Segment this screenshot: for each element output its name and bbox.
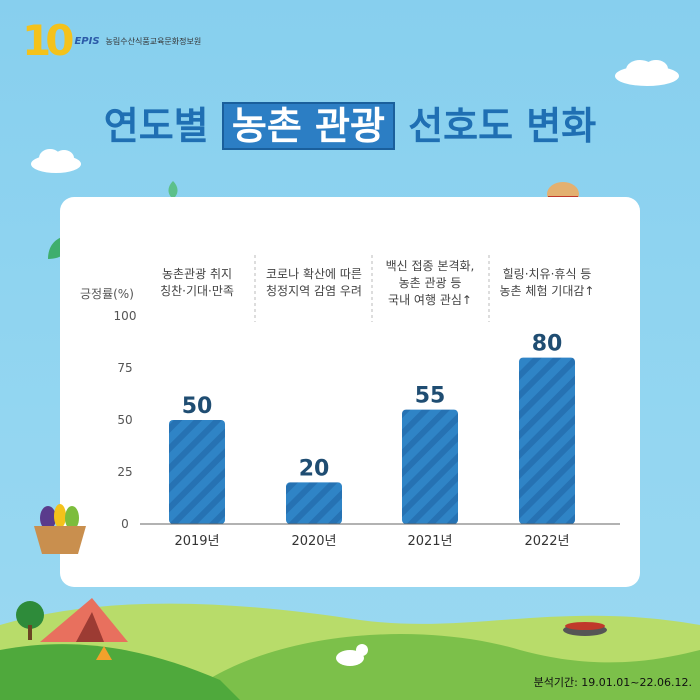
x-tick-label: 2021년: [407, 534, 452, 549]
x-tick-label: 2020년: [291, 534, 336, 549]
y-axis-ticks: 0 25 50 75 100: [114, 309, 137, 531]
annotation-line: 농촌 체험 기대감↑: [500, 284, 595, 298]
annotation-line: 청정지역 감염 우려: [266, 284, 362, 298]
cloud-icon: [615, 60, 679, 86]
annotation-dividers: [254, 255, 490, 322]
annotation-line: 코로나 확산에 따른: [266, 267, 362, 281]
annotation-line: 농촌 관광 등: [399, 276, 462, 290]
landscape-illustration: [0, 598, 700, 700]
x-tick-label: 2022년: [524, 534, 569, 549]
x-axis-labels: 2019년 2020년 2021년 2022년: [174, 534, 569, 549]
logo-brand: EPIS: [74, 35, 100, 47]
bar-value-label: 80: [532, 332, 563, 357]
bar: [402, 409, 458, 524]
analysis-period: 분석기간: 19.01.01~22.06.12.: [533, 676, 692, 689]
y-tick-label: 0: [121, 517, 129, 531]
y-tick-label: 75: [117, 361, 132, 375]
x-tick-label: 2019년: [174, 534, 219, 549]
vegetable-basket-icon: [34, 504, 86, 554]
bar-value-label: 55: [415, 384, 446, 409]
annotation-line: 백신 접종 본격화,: [386, 259, 475, 273]
data-labels: 50 20 55 80: [182, 332, 563, 482]
logo: 10 EPIS 농림수산식품교육문화정보원: [22, 20, 201, 62]
annotation-line: 국내 여행 관심↑: [388, 292, 472, 307]
title-highlight: 농촌 관광: [221, 102, 395, 150]
logo-anniversary-number: 10: [22, 16, 75, 65]
bar: [519, 357, 575, 524]
annotation-line: 힐링·치유·휴식 등: [503, 267, 592, 281]
y-tick-label: 25: [117, 465, 132, 479]
bars: [169, 357, 575, 524]
bar: [286, 482, 342, 524]
annotation-line: 칭찬·기대·만족: [160, 283, 234, 298]
y-tick-label: 50: [117, 413, 132, 427]
y-axis-title: 긍정률(%): [80, 287, 134, 301]
bar-value-label: 50: [182, 394, 213, 419]
leaf-icon: [168, 181, 178, 199]
title-part-2: 선호도 변화: [394, 104, 597, 148]
annotation-line: 농촌관광 취지: [162, 267, 232, 281]
title-part-1: 연도별: [103, 104, 222, 148]
page-title: 연도별 농촌 관광 선호도 변화: [0, 95, 700, 150]
y-tick-label: 100: [114, 309, 137, 323]
bar: [169, 420, 225, 524]
bar-value-label: 20: [299, 456, 330, 481]
cloud-icon: [31, 149, 81, 173]
logo-org-name: 농림수산식품교육문화정보원: [105, 36, 202, 46]
